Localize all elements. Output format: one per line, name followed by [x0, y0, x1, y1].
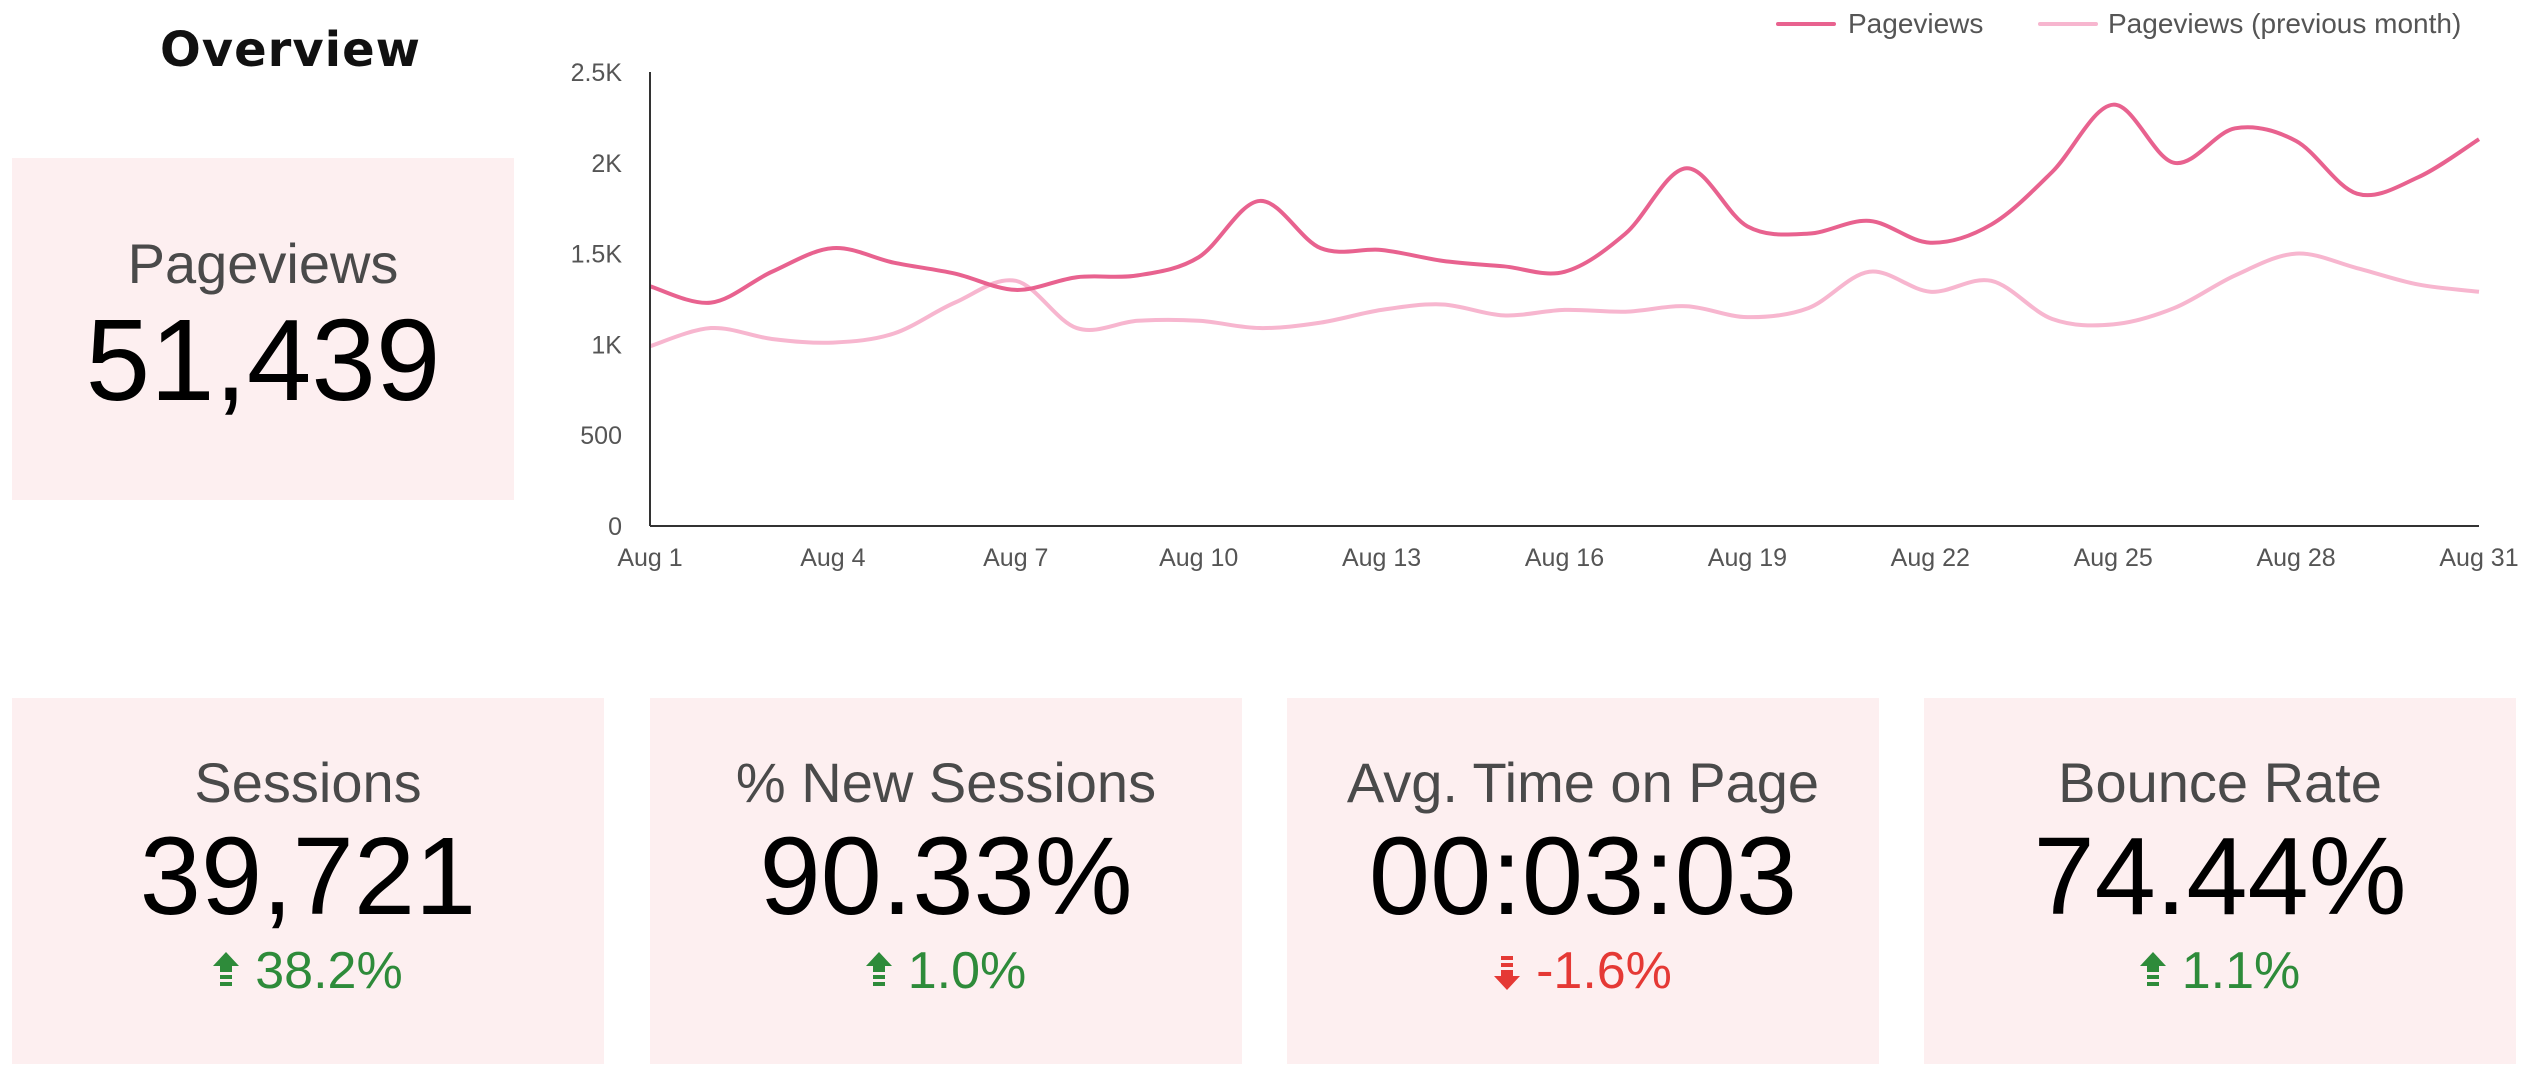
x-tick-label: Aug 10 — [1159, 544, 1238, 572]
scorecard-label: Pageviews — [127, 232, 399, 296]
chart-legend: Pageviews Pageviews (previous month) — [1776, 8, 2461, 39]
x-tick-label: Aug 19 — [1708, 544, 1787, 572]
y-tick-label: 1.5K — [571, 241, 623, 269]
x-tick-label: Aug 13 — [1342, 544, 1421, 572]
kpi-value: 90.33% — [759, 815, 1133, 939]
kpi-delta-value: 38.2% — [255, 941, 403, 1000]
y-tick-label: 0 — [608, 513, 622, 541]
arrow-up-icon — [865, 951, 892, 990]
x-tick-label: Aug 4 — [800, 544, 865, 572]
x-tick-label: Aug 16 — [1525, 544, 1604, 572]
pageviews-scorecard: Pageviews 51,439 — [12, 158, 514, 500]
kpi-delta: 1.0% — [865, 941, 1027, 1000]
page-title: Overview — [160, 22, 421, 78]
kpi-avg-time-card: Avg. Time on Page 00:03:03 -1.6% — [1287, 698, 1879, 1064]
arrow-up-icon — [213, 951, 240, 990]
legend-label-pageviews: Pageviews — [1848, 8, 1983, 39]
y-tick-label: 2.5K — [571, 59, 623, 87]
series-line-previous-month — [649, 251, 2480, 349]
pageviews-line-chart: Pageviews Pageviews (previous month) 0 50… — [571, 8, 2519, 572]
x-tick-label: Aug 28 — [2256, 544, 2335, 572]
arrow-up-icon — [2139, 951, 2166, 990]
legend-label-previous-month: Pageviews (previous month) — [2108, 8, 2461, 39]
y-tick-label: 500 — [580, 422, 622, 450]
kpi-delta: 1.1% — [2139, 941, 2301, 1000]
kpi-value: 39,721 — [139, 815, 477, 939]
kpi-delta-value: 1.1% — [2181, 941, 2301, 1000]
kpi-delta: 38.2% — [213, 941, 403, 1000]
kpi-value: 74.44% — [2033, 815, 2407, 939]
kpi-delta-value: -1.6% — [1536, 941, 1672, 1000]
x-tick-label: Aug 31 — [2439, 544, 2518, 572]
arrow-down-icon — [1494, 952, 1521, 990]
y-tick-label: 2K — [591, 150, 622, 178]
x-axis-ticks: Aug 1 Aug 4 Aug 7 Aug 10 Aug 13 Aug 16 Aug 19 A… — [617, 544, 2518, 572]
kpi-value: 00:03:03 — [1368, 815, 1798, 939]
kpi-label: % New Sessions — [735, 751, 1157, 815]
kpi-label: Avg. Time on Page — [1346, 751, 1820, 815]
kpi-delta-value: 1.0% — [907, 941, 1027, 1000]
kpi-bounce-rate-card: Bounce Rate 74.44% 1.1% — [1924, 698, 2516, 1064]
x-tick-label: Aug 1 — [617, 544, 682, 572]
kpi-delta: -1.6% — [1494, 945, 1672, 997]
y-tick-label: 1K — [591, 331, 622, 359]
series-layer — [649, 102, 2481, 349]
kpi-new-sessions-card: % New Sessions 90.33% 1.0% — [650, 698, 1242, 1064]
y-axis-ticks: 0 500 1K 1.5K 2K 2.5K — [571, 59, 623, 541]
scorecard-value: 51,439 — [85, 295, 441, 426]
x-tick-label: Aug 25 — [2074, 544, 2153, 572]
kpi-label: Bounce Rate — [2058, 751, 2382, 815]
x-tick-label: Aug 7 — [983, 544, 1048, 572]
x-tick-label: Aug 22 — [1891, 544, 1970, 572]
kpi-label: Sessions — [194, 751, 422, 815]
series-line-pageviews — [649, 102, 2481, 305]
kpi-sessions-card: Sessions 39,721 38.2% — [12, 698, 604, 1064]
